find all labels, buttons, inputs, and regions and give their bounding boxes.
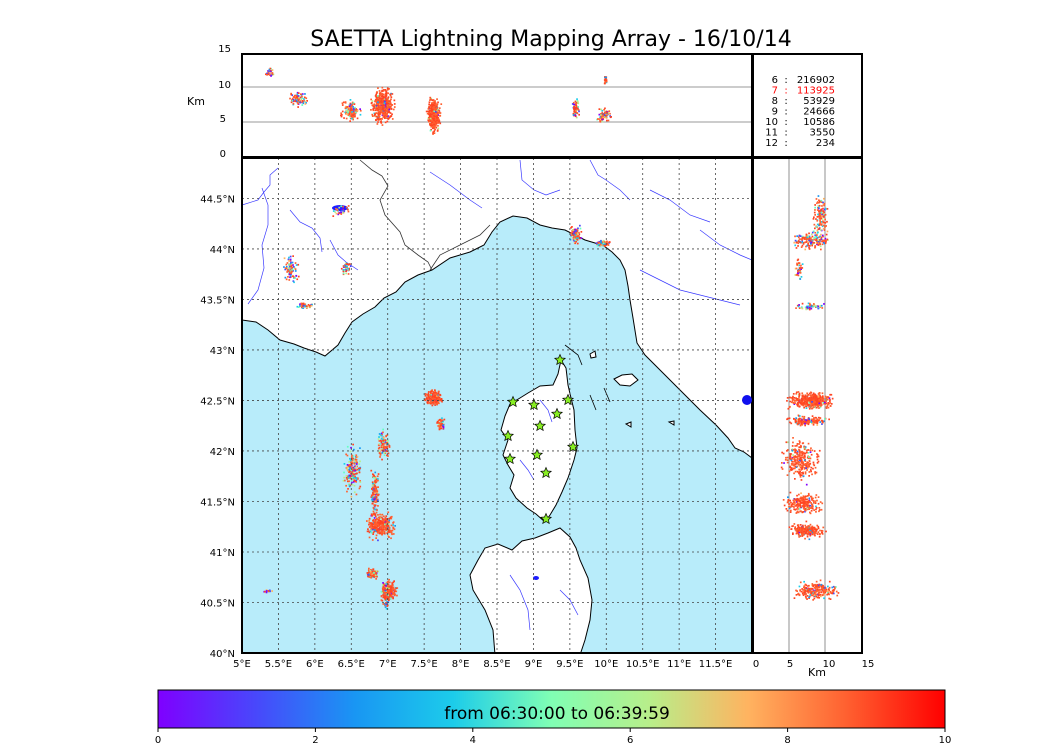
stats-count: 24666 [803, 107, 835, 118]
stats-separator: : [784, 128, 787, 139]
map-panel: 5°E 5.5°E 6°E 6.5°E 7°E 7.5°E 8°E 8.5°E 9°E 9.5°E… [200, 158, 752, 670]
stats-stations: 9 [772, 107, 778, 118]
stats-count: 113925 [797, 86, 835, 97]
lat-tick-label: 43.5°N [200, 295, 235, 306]
stats-count: 3550 [810, 128, 835, 139]
stats-separator: : [784, 96, 787, 107]
lat-tick-label: 41°N [210, 548, 235, 559]
stats-stations: 11 [765, 128, 778, 139]
stats-count: 234 [816, 138, 835, 149]
altitude-tick: 0 [220, 149, 226, 160]
lon-tick-label: 9°E [525, 659, 543, 670]
colorbar-label: from 06:30:00 to 06:39:59 [444, 704, 670, 724]
colorbar-tick-label: 4 [470, 735, 476, 746]
stats-separator: : [784, 117, 787, 128]
side-altitude-panel: 0 5 10 15 Km [742, 158, 874, 679]
lake [533, 576, 539, 580]
stats-separator: : [784, 138, 787, 149]
stats-count: 53929 [803, 96, 835, 107]
altitude-tick: 15 [218, 44, 231, 55]
lon-tick-label: 6°E [306, 659, 324, 670]
altitude-y-ticks: 0 5 10 15 [218, 44, 231, 160]
altitude-panel: 0 5 10 15 Km [187, 44, 752, 160]
lon-tick-label: 9.5°E [556, 659, 583, 670]
stats-box: 6:2169027:1139258:539299:2466610:1058611… [753, 54, 862, 157]
lat-tick-label: 44°N [210, 245, 235, 256]
lat-tick-label: 40.5°N [200, 598, 235, 609]
colorbar-tick-label: 8 [784, 735, 790, 746]
colorbar: from 06:30:00 to 06:39:59 0 2 4 6 8 10 [155, 690, 952, 746]
lat-tick-label: 44.5°N [200, 194, 235, 205]
stats-count: 216902 [797, 75, 835, 86]
latitude-ticks: 40°N 40.5°N 41°N 41.5°N 42°N 42.5°N 43°N 43.5°N… [200, 194, 235, 660]
chart-title: SAETTA Lightning Mapping Array - 16/10/1… [310, 27, 791, 52]
lon-tick-label: 10°E [594, 659, 618, 670]
stats-stations: 10 [765, 117, 778, 128]
colorbar-tick-label: 10 [939, 735, 952, 746]
station-marker-offmap [742, 395, 752, 405]
stats-stations: 7 [772, 86, 778, 97]
lon-tick-label: 5.5°E [265, 659, 292, 670]
colorbar-tick-label: 2 [312, 735, 318, 746]
stats-separator: : [784, 75, 787, 86]
stats-stations: 8 [772, 96, 778, 107]
lat-tick-label: 42.5°N [200, 396, 235, 407]
lon-tick-label: 8°E [452, 659, 470, 670]
stats-stations: 6 [772, 75, 778, 86]
altitude-tick: 5 [220, 114, 226, 125]
side-axis-label: Km [808, 666, 826, 679]
lon-tick-label: 5°E [233, 659, 251, 670]
colorbar-tick-label: 0 [155, 735, 161, 746]
stats-count: 10586 [803, 117, 835, 128]
lat-tick-label: 41.5°N [200, 497, 235, 508]
lon-tick-label: 7.5°E [411, 659, 438, 670]
side-tick: 15 [862, 659, 875, 670]
lon-tick-label: 10.5°E [626, 659, 660, 670]
altitude-tick: 10 [218, 80, 231, 91]
stats-separator: : [784, 107, 787, 118]
lon-tick-label: 11.5°E [699, 659, 733, 670]
side-tick: 5 [787, 659, 793, 670]
lon-tick-label: 8.5°E [483, 659, 510, 670]
colorbar-tick-label: 6 [627, 735, 633, 746]
colorbar-ticks: 0 2 4 6 8 10 [155, 728, 952, 746]
lon-tick-label: 6.5°E [338, 659, 365, 670]
lon-tick-label: 11°E [667, 659, 691, 670]
lat-tick-label: 43°N [210, 346, 235, 357]
side-tick: 0 [753, 659, 759, 670]
lat-tick-label: 40°N [210, 649, 235, 660]
longitude-ticks: 5°E 5.5°E 6°E 6.5°E 7°E 7.5°E 8°E 8.5°E 9°E 9.5°E… [233, 659, 732, 670]
stats-stations: 12 [765, 138, 778, 149]
lat-tick-label: 42°N [210, 447, 235, 458]
stats-separator: : [784, 86, 787, 97]
lon-tick-label: 7°E [379, 659, 397, 670]
altitude-axis-label: Km [187, 95, 205, 108]
